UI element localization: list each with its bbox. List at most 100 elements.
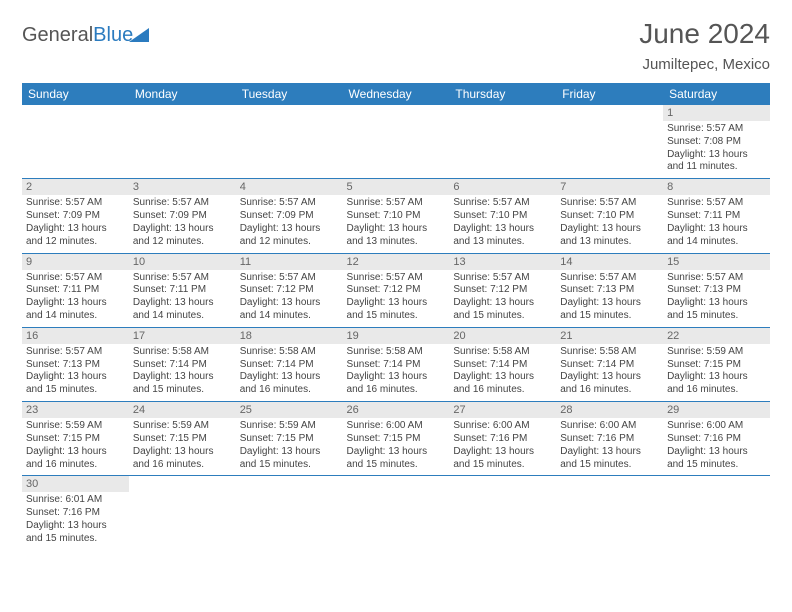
sail-icon xyxy=(129,28,149,42)
weekday-header: Tuesday xyxy=(236,83,343,105)
calendar-cell: 29 Sunrise: 6:00 AMSunset: 7:16 PMDayligh… xyxy=(663,402,770,476)
brand-logo: GeneralBlue xyxy=(22,24,149,47)
day-details: Sunrise: 5:57 AMSunset: 7:13 PMDaylight:… xyxy=(667,272,766,323)
calendar-cell xyxy=(129,105,236,179)
calendar-cell xyxy=(343,476,450,550)
calendar-cell: 1 Sunrise: 5:57 AMSunset: 7:08 PMDaylight… xyxy=(663,105,770,179)
brand-part1: General xyxy=(22,24,93,46)
calendar-cell: 14Sunrise: 5:57 AMSunset: 7:13 PMDayligh… xyxy=(556,253,663,327)
day-number: 23 xyxy=(22,402,129,418)
day-number: 4 xyxy=(236,179,343,195)
day-details: Sunrise: 5:59 AMSunset: 7:15 PMDaylight:… xyxy=(667,346,766,397)
calendar-cell: 5Sunrise: 5:57 AMSunset: 7:10 PMDaylight… xyxy=(343,179,450,253)
weekday-header: Thursday xyxy=(449,83,556,105)
day-details: Sunrise: 5:59 AMSunset: 7:15 PMDaylight:… xyxy=(26,420,125,471)
day-details: Sunrise: 5:58 AMSunset: 7:14 PMDaylight:… xyxy=(453,346,552,397)
day-details: Sunrise: 5:57 AMSunset: 7:09 PMDaylight:… xyxy=(26,197,125,248)
day-details: Sunrise: 5:58 AMSunset: 7:14 PMDaylight:… xyxy=(347,346,446,397)
day-details: Sunrise: 5:57 AMSunset: 7:09 PMDaylight:… xyxy=(240,197,339,248)
calendar-cell: 26Sunrise: 6:00 AMSunset: 7:15 PMDayligh… xyxy=(343,402,450,476)
day-number: 3 xyxy=(129,179,236,195)
calendar-cell xyxy=(449,476,556,550)
day-number: 2 xyxy=(22,179,129,195)
calendar-cell: 12 Sunrise: 5:57 AMSunset: 7:12 PMDayligh… xyxy=(343,253,450,327)
day-details: Sunrise: 5:57 AMSunset: 7:12 PMDaylight:… xyxy=(347,272,446,323)
day-number: 10 xyxy=(129,254,236,270)
calendar-cell: 8 Sunrise: 5:57 AMSunset: 7:11 PMDaylight… xyxy=(663,179,770,253)
calendar-cell: 10Sunrise: 5:57 AMSunset: 7:11 PMDayligh… xyxy=(129,253,236,327)
day-details: Sunrise: 5:57 AMSunset: 7:10 PMDaylight:… xyxy=(347,197,446,248)
day-number: 28 xyxy=(556,402,663,418)
weekday-header: Friday xyxy=(556,83,663,105)
calendar-cell: 6Sunrise: 5:57 AMSunset: 7:10 PMDaylight… xyxy=(449,179,556,253)
weekday-header: Saturday xyxy=(663,83,770,105)
calendar-cell xyxy=(663,476,770,550)
calendar-cell: 16 Sunrise: 5:57 AMSunset: 7:13 PMDayligh… xyxy=(22,327,129,401)
day-number: 30 xyxy=(22,476,129,492)
calendar-cell xyxy=(22,105,129,179)
calendar-cell: 4 Sunrise: 5:57 AMSunset: 7:09 PMDaylight… xyxy=(236,179,343,253)
day-details: Sunrise: 5:59 AMSunset: 7:15 PMDaylight:… xyxy=(133,420,232,471)
calendar-cell: 22 Sunrise: 5:59 AMSunset: 7:15 PMDayligh… xyxy=(663,327,770,401)
calendar-cell xyxy=(449,105,556,179)
day-number: 27 xyxy=(449,402,556,418)
day-details: Sunrise: 5:57 AMSunset: 7:09 PMDaylight:… xyxy=(133,197,232,248)
day-number: 13 xyxy=(449,254,556,270)
day-number: 8 xyxy=(663,179,770,195)
day-number: 25 xyxy=(236,402,343,418)
calendar-cell xyxy=(129,476,236,550)
calendar-cell: 2 Sunrise: 5:57 AMSunset: 7:09 PMDaylight… xyxy=(22,179,129,253)
calendar-cell xyxy=(236,476,343,550)
calendar-cell: 25 Sunrise: 5:59 AMSunset: 7:15 PMDayligh… xyxy=(236,402,343,476)
day-number: 24 xyxy=(129,402,236,418)
day-number: 26 xyxy=(343,402,450,418)
day-details: Sunrise: 6:00 AMSunset: 7:16 PMDaylight:… xyxy=(453,420,552,471)
day-details: Sunrise: 5:57 AMSunset: 7:13 PMDaylight:… xyxy=(26,346,125,397)
calendar-cell xyxy=(343,105,450,179)
day-details: Sunrise: 5:59 AMSunset: 7:15 PMDaylight:… xyxy=(240,420,339,471)
calendar-cell: 21Sunrise: 5:58 AMSunset: 7:14 PMDayligh… xyxy=(556,327,663,401)
calendar-cell: 30 Sunrise: 6:01 AMSunset: 7:16 PMDayligh… xyxy=(22,476,129,550)
day-number: 9 xyxy=(22,254,129,270)
day-number: 17 xyxy=(129,328,236,344)
calendar-cell: 27 Sunrise: 6:00 AMSunset: 7:16 PMDayligh… xyxy=(449,402,556,476)
day-details: Sunrise: 5:57 AMSunset: 7:12 PMDaylight:… xyxy=(453,272,552,323)
day-number: 29 xyxy=(663,402,770,418)
day-details: Sunrise: 5:58 AMSunset: 7:14 PMDaylight:… xyxy=(133,346,232,397)
calendar-cell: 7Sunrise: 5:57 AMSunset: 7:10 PMDaylight… xyxy=(556,179,663,253)
day-details: Sunrise: 5:57 AMSunset: 7:11 PMDaylight:… xyxy=(667,197,766,248)
calendar-grid: SundayMondayTuesdayWednesdayThursdayFrid… xyxy=(22,83,770,550)
calendar-cell: 23 Sunrise: 5:59 AMSunset: 7:15 PMDayligh… xyxy=(22,402,129,476)
day-number: 12 xyxy=(343,254,450,270)
calendar-cell: 17 Sunrise: 5:58 AMSunset: 7:14 PMDayligh… xyxy=(129,327,236,401)
calendar-cell: 18Sunrise: 5:58 AMSunset: 7:14 PMDayligh… xyxy=(236,327,343,401)
day-number: 22 xyxy=(663,328,770,344)
day-number: 20 xyxy=(449,328,556,344)
day-details: Sunrise: 6:00 AMSunset: 7:16 PMDaylight:… xyxy=(560,420,659,471)
day-number: 16 xyxy=(22,328,129,344)
calendar-cell xyxy=(236,105,343,179)
day-number: 19 xyxy=(343,328,450,344)
weekday-header: Wednesday xyxy=(343,83,450,105)
day-number: 11 xyxy=(236,254,343,270)
day-number: 14 xyxy=(556,254,663,270)
calendar-cell: 19 Sunrise: 5:58 AMSunset: 7:14 PMDayligh… xyxy=(343,327,450,401)
calendar-cell: 24 Sunrise: 5:59 AMSunset: 7:15 PMDayligh… xyxy=(129,402,236,476)
calendar-cell: 15 Sunrise: 5:57 AMSunset: 7:13 PMDayligh… xyxy=(663,253,770,327)
day-details: Sunrise: 5:57 AMSunset: 7:10 PMDaylight:… xyxy=(560,197,659,248)
day-details: Sunrise: 5:57 AMSunset: 7:08 PMDaylight:… xyxy=(667,123,766,174)
day-details: Sunrise: 6:00 AMSunset: 7:16 PMDaylight:… xyxy=(667,420,766,471)
day-number: 1 xyxy=(663,105,770,121)
day-details: Sunrise: 5:57 AMSunset: 7:11 PMDaylight:… xyxy=(26,272,125,323)
calendar-cell xyxy=(556,476,663,550)
day-details: Sunrise: 5:58 AMSunset: 7:14 PMDaylight:… xyxy=(560,346,659,397)
brand-part2: Blue xyxy=(93,24,133,46)
weekday-header: Sunday xyxy=(22,83,129,105)
day-details: Sunrise: 5:57 AMSunset: 7:12 PMDaylight:… xyxy=(240,272,339,323)
calendar-cell: 20 Sunrise: 5:58 AMSunset: 7:14 PMDayligh… xyxy=(449,327,556,401)
month-title: June 2024 xyxy=(639,18,770,50)
day-details: Sunrise: 6:01 AMSunset: 7:16 PMDaylight:… xyxy=(26,494,125,545)
calendar-cell: 13 Sunrise: 5:57 AMSunset: 7:12 PMDayligh… xyxy=(449,253,556,327)
day-number: 15 xyxy=(663,254,770,270)
day-details: Sunrise: 5:57 AMSunset: 7:10 PMDaylight:… xyxy=(453,197,552,248)
